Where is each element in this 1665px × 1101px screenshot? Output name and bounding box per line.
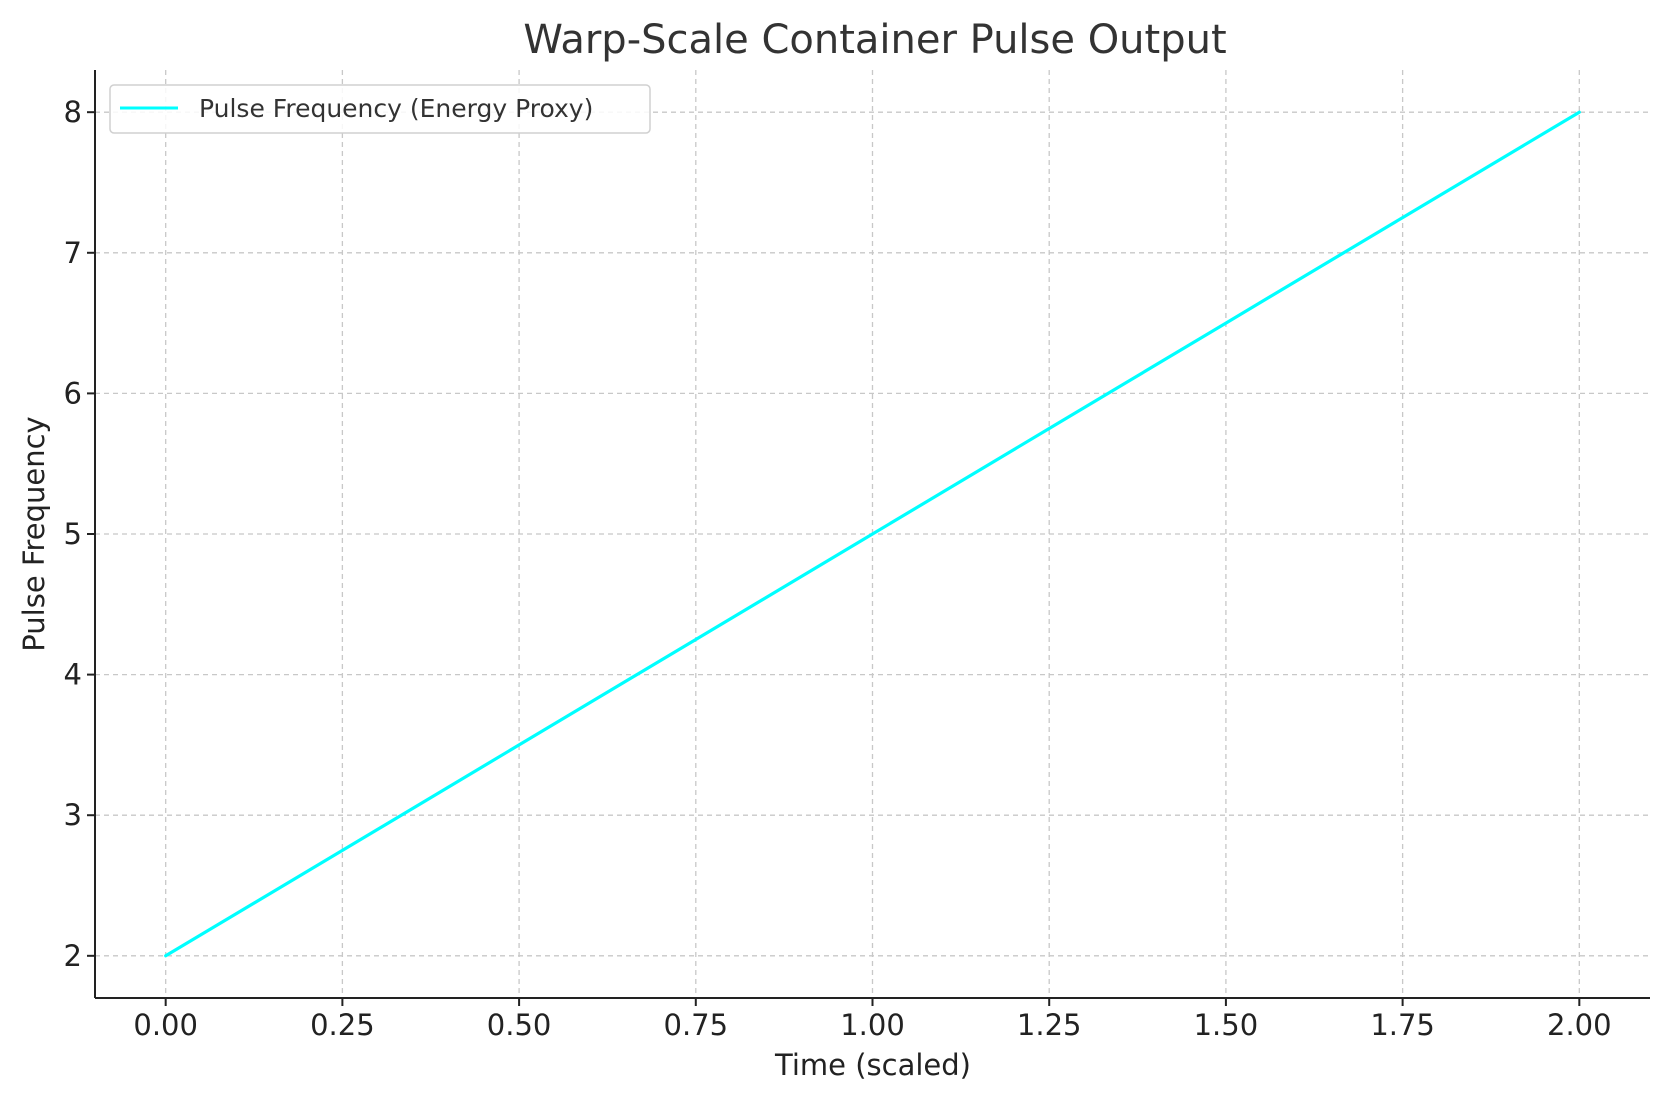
y-tick-label: 5 xyxy=(64,517,82,551)
legend-label: Pulse Frequency (Energy Proxy) xyxy=(199,94,593,123)
x-tick-label: 1.25 xyxy=(1017,1008,1082,1042)
legend-box xyxy=(109,84,651,134)
y-tick-label: 7 xyxy=(64,236,82,270)
x-tick-label: 2.00 xyxy=(1547,1008,1612,1042)
y-tick-label: 8 xyxy=(64,95,82,129)
x-tick-label: 1.50 xyxy=(1194,1008,1259,1042)
y-tick-label: 4 xyxy=(64,658,82,692)
y-tick-label: 2 xyxy=(64,939,82,973)
y-ticks: 2 3 4 5 6 7 8 xyxy=(64,95,95,973)
x-tick-label: 1.75 xyxy=(1370,1008,1435,1042)
legend: Pulse Frequency (Energy Proxy) xyxy=(109,84,651,134)
y-axis-label: Pulse Frequency xyxy=(17,416,51,651)
series-layer xyxy=(164,110,1581,958)
x-tick-label: 0.50 xyxy=(487,1008,552,1042)
series-line xyxy=(164,110,1581,958)
chart-title: Warp-Scale Container Pulse Output xyxy=(523,17,1226,63)
x-tick-label: 1.00 xyxy=(840,1008,905,1042)
x-ticks: 0.00 0.25 0.50 0.75 1.00 1.25 1.50 1.75 2.00 xyxy=(133,998,1612,1042)
x-tick-label: 0.00 xyxy=(133,1008,198,1042)
y-tick-label: 3 xyxy=(64,798,82,832)
x-tick-label: 0.25 xyxy=(310,1008,375,1042)
x-axis-label: Time (scaled) xyxy=(774,1048,971,1082)
x-tick-label: 0.75 xyxy=(664,1008,729,1042)
y-tick-label: 6 xyxy=(64,376,82,410)
